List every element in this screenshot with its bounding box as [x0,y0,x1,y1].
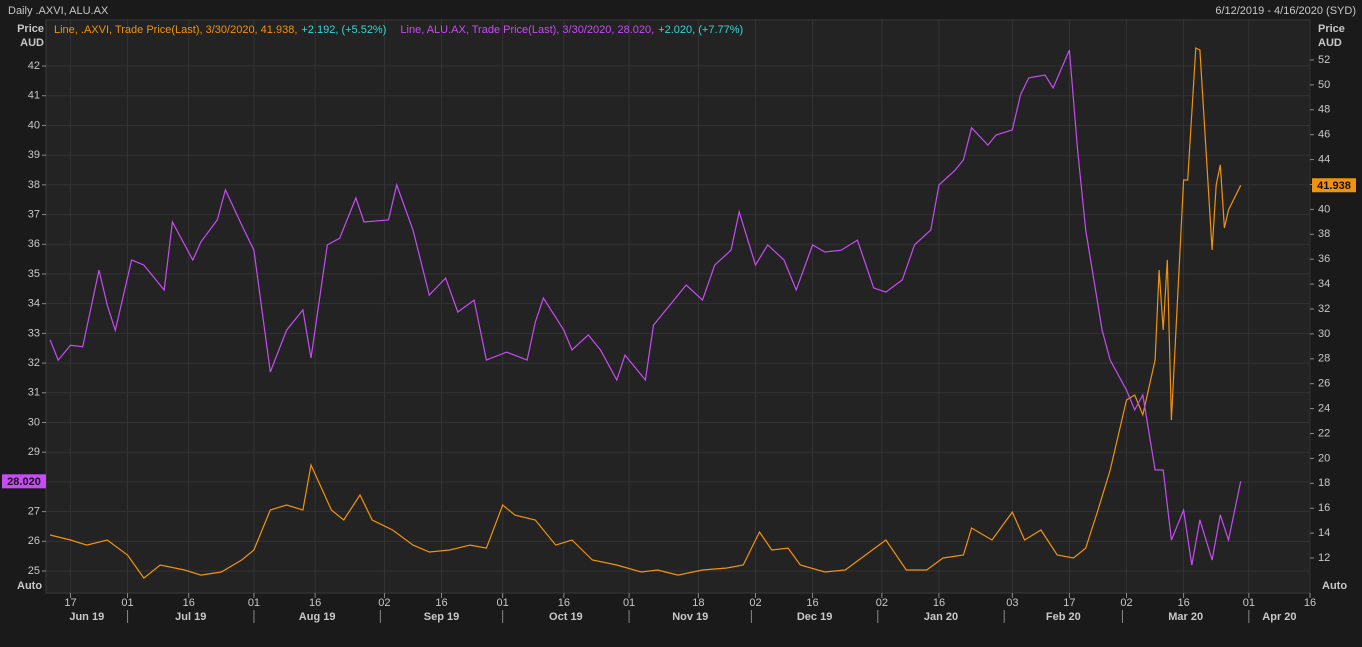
y-tick-label: 30 [28,416,40,428]
x-tick-label: 16 [1177,597,1189,609]
x-tick-label: 16 [933,597,945,609]
x-tick-label: 02 [749,597,761,609]
y-tick-label: 35 [28,268,40,280]
x-month-label: Sep 19 [424,611,459,623]
x-tick-label: 16 [558,597,570,609]
x-tick-label: 02 [378,597,390,609]
y-tick-label: 40 [28,119,40,131]
y2-tick-label: 30 [1318,328,1330,340]
y-tick-label: 37 [28,208,40,220]
series-line [49,49,1242,566]
y-tick-label: 39 [28,149,40,161]
x-tick-label: 16 [183,597,195,609]
x-tick-label: 16 [309,597,321,609]
x-tick-label: 18 [692,597,704,609]
x-tick-label: 16 [1304,597,1316,609]
y-tick-label: 33 [28,327,40,339]
y2-tick-label: 16 [1318,502,1330,514]
auto-scale[interactable]: Auto [17,580,42,592]
plot-area [45,19,1311,594]
y2-tick-label: 32 [1318,303,1330,315]
x-month-label: Mar 20 [1168,611,1203,623]
x-tick-label: 01 [497,597,509,609]
y-tick-label: 34 [28,298,40,310]
x-month-label: Oct 19 [549,611,583,623]
chart-title: Daily .AXVI, ALU.AX [8,5,109,17]
legend-entry: Line, ALU.AX, Trade Price(Last), 3/30/20… [400,24,654,36]
x-tick-label: 17 [1063,597,1075,609]
x-month-label: Jul 19 [175,611,206,623]
legend-change: +2.192, (+5.52%) [301,24,386,36]
series-line [49,47,1242,579]
y-tick-label: 25 [28,565,40,577]
date-range: 6/12/2019 - 4/16/2020 (SYD) [1215,5,1356,17]
last-value-badge [1312,178,1356,193]
y2-tick-label: 12 [1318,552,1330,564]
x-tick-label: 17 [64,597,76,609]
x-tick-label: 03 [1006,597,1018,609]
y-tick-label: 29 [28,446,40,458]
y2-tick-label: 52 [1318,54,1330,66]
legend-change: +2.020, (+7.77%) [658,24,743,36]
x-month-label: Apr 20 [1262,611,1296,623]
legend-entry: Line, .AXVI, Trade Price(Last), 3/30/202… [54,24,297,36]
x-month-label: Nov 19 [672,611,708,623]
y-axis-label: AUD [20,37,44,49]
y2-tick-label: 26 [1318,378,1330,390]
y-tick-label: 36 [28,238,40,250]
y2-tick-label: 40 [1318,203,1330,215]
y-tick-label: 26 [28,535,40,547]
legend: Line, .AXVI, Trade Price(Last), 3/30/202… [54,24,743,36]
y2-tick-label: 38 [1318,228,1330,240]
y-tick-label: 42 [28,60,40,72]
y2-tick-label: 46 [1318,129,1330,141]
x-month-label: Aug 19 [299,611,336,623]
x-tick-label: 02 [876,597,888,609]
y-axis-label: Price [17,23,44,35]
y2-tick-label: 22 [1318,427,1330,439]
y2-tick-label: 44 [1318,153,1330,165]
x-month-label: Dec 19 [797,611,832,623]
y2-tick-label: 24 [1318,403,1330,415]
y2-axis-label: AUD [1318,37,1342,49]
y-tick-label: 41 [28,90,40,102]
x-tick-label: 16 [806,597,818,609]
x-tick-label: 16 [435,597,447,609]
y2-tick-label: 50 [1318,79,1330,91]
y2-tick-label: 20 [1318,452,1330,464]
y-tick-label: 27 [28,506,40,518]
y2-tick-label: 28 [1318,353,1330,365]
y-tick-label: 38 [28,179,40,191]
x-month-label: Jun 19 [69,611,104,623]
x-month-label: Jan 20 [924,611,958,623]
y2-tick-label: 18 [1318,477,1330,489]
x-tick-label: 01 [1243,597,1255,609]
x-month-label: Feb 20 [1046,611,1081,623]
y-tick-label: 32 [28,357,40,369]
y2-tick-label: 14 [1318,527,1330,539]
y2-tick-label: 34 [1318,278,1330,290]
y2-tick-label: 36 [1318,253,1330,265]
y-tick-label: 31 [28,387,40,399]
x-tick-label: 01 [121,597,133,609]
last-value-badge [2,474,46,489]
last-value-label: 41.938 [1317,180,1351,192]
auto-scale[interactable]: Auto [1322,580,1347,592]
x-tick-label: 01 [248,597,260,609]
x-tick-label: 02 [1120,597,1132,609]
y2-tick-label: 48 [1318,104,1330,116]
x-tick-label: 01 [623,597,635,609]
last-value-label: 28.020 [7,476,41,488]
y2-axis-label: Price [1318,23,1345,35]
